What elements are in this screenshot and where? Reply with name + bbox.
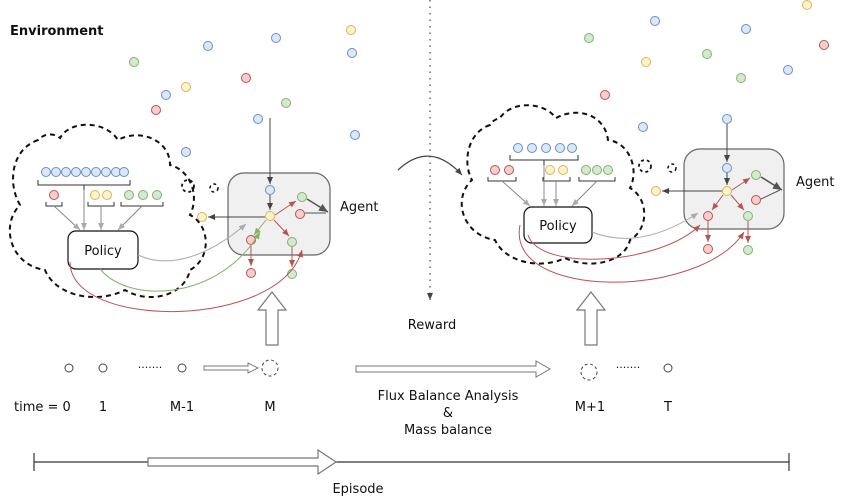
step-arrow-small: [203, 362, 260, 374]
timeline-nodes: [64, 359, 673, 381]
up-arrow-right: [575, 291, 607, 346]
episode-bar: [33, 448, 790, 476]
policy-box-left: [67, 230, 139, 270]
thought-bubble: [181, 179, 195, 193]
environment-metabolites-right: [584, 0, 829, 132]
observation-to-policy-arrows-left: [53, 190, 143, 231]
agent-network-right: [651, 114, 783, 255]
observation-groups-right: [487, 165, 616, 182]
policy-box-right: [523, 206, 593, 244]
thought-bubble: [638, 159, 652, 173]
observation-blue-right: [509, 143, 579, 165]
time-label-t: T: [663, 400, 672, 415]
timeline-dots-left: ·······: [138, 361, 162, 374]
agent-label-right: Agent: [796, 175, 834, 190]
policy-label-left: Policy: [84, 244, 122, 259]
up-arrow-left: [256, 291, 288, 346]
fba-arrow: [355, 360, 552, 378]
episode-label: Episode: [332, 482, 383, 497]
thought-bubble: [667, 163, 677, 173]
time-label-m: M: [264, 400, 275, 415]
agent-box-left: [227, 172, 331, 256]
policy-cloud-left: [8, 123, 207, 299]
observation-blue-left: [37, 167, 131, 190]
reward-label: Reward: [408, 318, 456, 333]
thought-bubble: [209, 183, 219, 193]
timeline-dots-right: ·······: [616, 361, 640, 374]
agent-label-left: Agent: [340, 200, 378, 215]
policy-to-agent-curves-right: [518, 212, 745, 283]
policy-label-right: Policy: [539, 219, 577, 234]
time-label-m-plus-1: M+1: [575, 400, 605, 415]
fba-label-line2: &: [443, 406, 453, 421]
fba-label-line3: Mass balance: [404, 423, 492, 438]
time-label-0: time = 0: [14, 400, 71, 415]
policy-cloud-right: [460, 104, 646, 265]
environment-label: Environment: [10, 24, 104, 39]
time-label-m-minus-1: M-1: [170, 400, 194, 415]
observation-to-policy-arrows-right: [501, 165, 598, 207]
observation-groups-left: [45, 190, 164, 207]
time-label-1: 1: [99, 400, 107, 415]
fba-label-line1: Flux Balance Analysis: [378, 389, 519, 404]
transition-curve-arrow: [397, 155, 463, 176]
environment-metabolites-left: [129, 25, 360, 157]
policy-to-agent-curves-left: [69, 223, 304, 313]
